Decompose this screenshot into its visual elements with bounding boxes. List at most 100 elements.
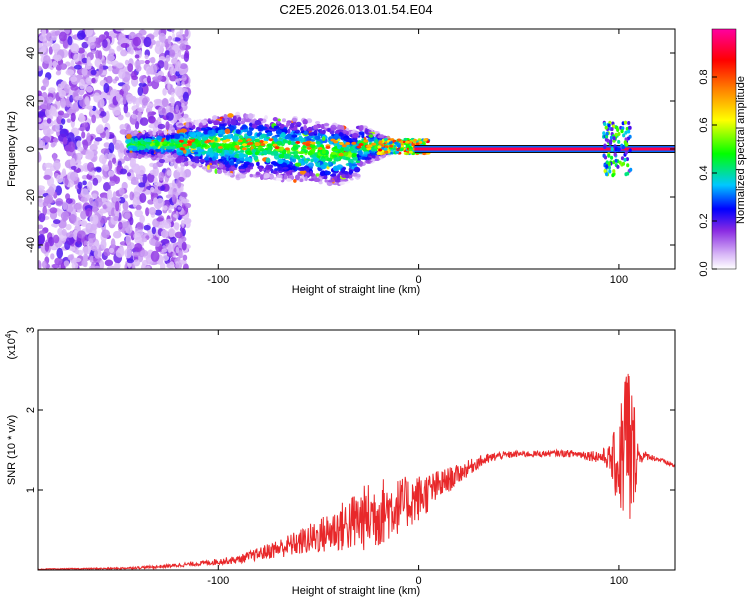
- spectrogram-cell: [235, 150, 241, 154]
- spectrogram-cell: [358, 131, 365, 136]
- spectrogram-cell: [73, 53, 80, 63]
- spectrogram-cell: [625, 157, 630, 162]
- spectrogram-cell: [56, 174, 64, 183]
- spectrogram-cell: [411, 143, 416, 147]
- spectrogram-cell: [43, 174, 51, 180]
- spectrogram-cell: [267, 145, 273, 151]
- spectrogram-cell: [93, 248, 102, 259]
- spectrogram-cell: [176, 82, 181, 86]
- spectrogram-cell: [77, 230, 86, 239]
- spectrogram-cell: [299, 170, 307, 175]
- spectrogram-cell: [78, 127, 86, 131]
- spectrogram-cell: [415, 142, 420, 146]
- spectrogram-cell: [138, 82, 147, 87]
- spectrogram-cell: [115, 92, 121, 102]
- spectrogram-cell: [113, 215, 119, 222]
- snr-ytick-label: 2: [25, 407, 37, 413]
- spectrogram-cell: [628, 148, 632, 153]
- spectrogram-cell: [145, 143, 150, 149]
- spectrogram-cell: [60, 211, 70, 221]
- spectrogram-cell: [156, 136, 163, 141]
- spectrogram-cell: [69, 214, 77, 224]
- spectrogram-cell: [99, 63, 104, 74]
- spectrogram-cell: [363, 139, 369, 143]
- spectrogram-cell: [166, 218, 172, 223]
- spectrogram-cell: [94, 137, 103, 142]
- spectrogram-cell: [88, 238, 94, 247]
- spectrogram-cell: [280, 124, 285, 128]
- spectrogram-cell: [120, 37, 130, 44]
- spectrogram-cell: [242, 143, 248, 147]
- spectrogram-cell: [161, 248, 167, 253]
- snr-scale-label: (x104): [4, 330, 18, 360]
- spectrogram-cell: [175, 263, 180, 269]
- spectrogram-cell: [245, 167, 251, 173]
- spectrogram-cell: [170, 236, 177, 244]
- spectrogram-cell: [70, 165, 77, 170]
- spectrogram-cell: [167, 155, 174, 159]
- spectrogram-cell: [48, 46, 53, 55]
- spectrogram-cell: [55, 70, 62, 76]
- spectrogram-cell: [50, 253, 55, 260]
- spectrogram-cell: [81, 131, 86, 139]
- spectrogram-cell: [389, 144, 394, 148]
- spectrogram-cell: [610, 127, 614, 132]
- spectrogram-cell: [610, 155, 614, 160]
- snr-scale-base: (x10: [6, 338, 18, 359]
- spectrogram-cell: [82, 139, 89, 150]
- spectrogram-cell: [95, 125, 105, 134]
- spectrogram-cell: [612, 136, 616, 141]
- spectrogram-cell: [157, 75, 163, 81]
- spectrogram-cell: [77, 47, 85, 54]
- spectrogram-cell: [239, 160, 244, 164]
- spectrogram-cell: [177, 113, 181, 120]
- spectrogram-cell: [181, 81, 185, 86]
- spectrogram-cell: [627, 129, 631, 134]
- spectrogram-cell: [283, 174, 288, 180]
- spectrogram-cell: [304, 172, 310, 177]
- spectrogram-cell: [313, 178, 321, 182]
- spectrogram-cell: [258, 167, 263, 172]
- spectrogram-cell: [272, 143, 278, 147]
- spectrogram-cell: [141, 263, 146, 269]
- spectrogram-cell: [408, 145, 413, 149]
- spectrogram-cell: [123, 194, 129, 199]
- spectrogram-cell: [323, 175, 328, 180]
- spectrogram-cell: [315, 173, 320, 177]
- spectrogram-cell: [58, 89, 66, 99]
- spectrogram-cell: [287, 140, 292, 146]
- spectrogram-cell: [126, 258, 134, 264]
- spectrogram-cell: [183, 134, 187, 138]
- spectrogram-cell: [191, 149, 199, 153]
- spectrogram-cell: [71, 262, 79, 269]
- spectrogram-cell: [185, 83, 191, 89]
- spectrogram-cell: [134, 209, 143, 218]
- spectrogram-cell: [177, 238, 183, 249]
- spectrogram-cell: [360, 125, 364, 130]
- spectrogram-cell: [261, 151, 265, 155]
- spectrogram-cell: [103, 142, 111, 148]
- spectrogram-cell: [624, 150, 628, 155]
- spectrogram-cell: [95, 49, 100, 60]
- spectrogram-cell: [282, 148, 287, 154]
- spectrogram-cell: [116, 164, 122, 172]
- spectrogram-cell: [274, 146, 280, 150]
- carrier-line: [414, 147, 675, 151]
- spectrogram-cell: [117, 114, 124, 121]
- spectrogram-cell: [187, 140, 193, 144]
- spectrogram-cell: [315, 141, 321, 145]
- snr-series-line: [38, 373, 675, 570]
- spectrogram-cell: [42, 77, 50, 88]
- spectrogram-cell: [221, 117, 225, 123]
- snr-ylabel: SNR (10 * v/v): [6, 415, 18, 485]
- spectrogram-cell: [263, 149, 268, 156]
- spectrogram-cell: [351, 132, 359, 139]
- spectrogram-cell: [175, 211, 179, 220]
- spectrogram-cell: [67, 141, 76, 153]
- spectrogram-cell: [334, 179, 341, 183]
- spectrogram-cell: [325, 145, 331, 149]
- spectrogram-cell: [191, 143, 197, 149]
- spectrogram-cell: [272, 117, 278, 122]
